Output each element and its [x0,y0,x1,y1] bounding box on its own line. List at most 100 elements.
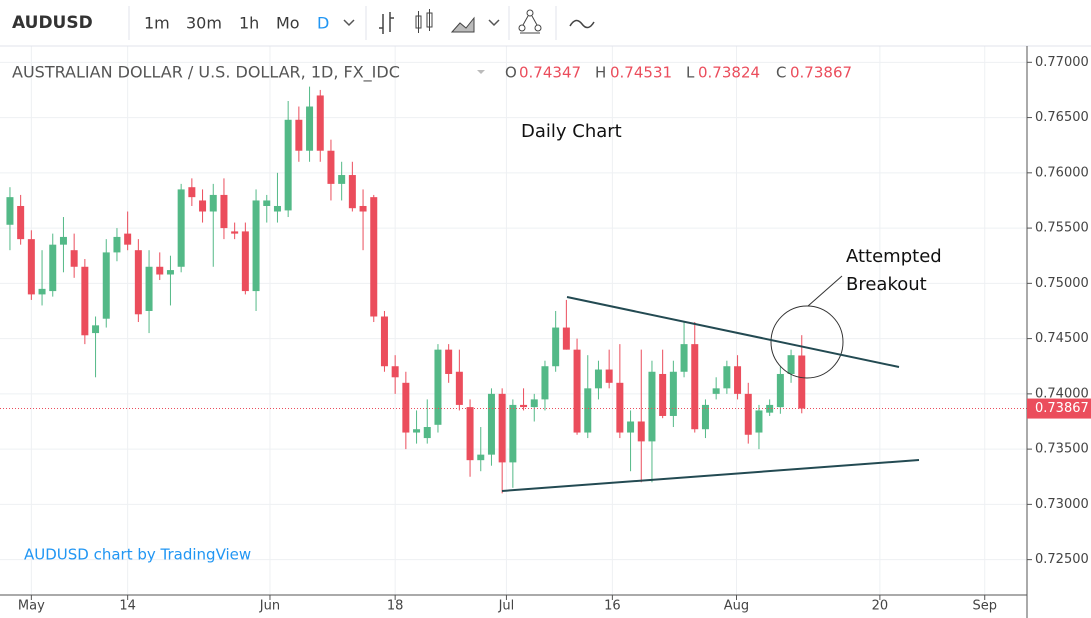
legend-key: C [776,64,786,82]
candle-body [338,175,346,184]
candle-body [295,119,303,151]
candle-body [509,404,517,463]
y-tick-label: 0.72500 [1035,552,1089,567]
candle-body [498,393,506,463]
candle-body [241,231,249,292]
candle-body [573,349,581,433]
candle-body [691,344,699,430]
candle-body [306,106,314,151]
last-price-tag [1027,398,1091,419]
candle-body [701,404,709,430]
annotation: Attempted [846,246,942,267]
candle-body [327,150,335,184]
candle-body [166,270,174,275]
candle-body [744,393,752,435]
candle-body [605,369,613,383]
last-price-label: 0.73867 [1035,401,1089,416]
candle-body [38,288,46,295]
interval[interactable]: 1m [144,14,170,33]
x-tick-label: Sep [972,599,997,614]
candle-body [423,427,431,439]
candles-icon[interactable] [415,9,433,33]
legend-key: H [595,64,606,82]
interval[interactable]: 1h [239,14,259,33]
legend-key: O [505,64,517,82]
trend-line [501,459,920,492]
candle-body [680,344,688,372]
candle-body [49,244,57,292]
candle-body [616,382,624,433]
candle-body [113,236,121,253]
y-tick-label: 0.74500 [1035,331,1089,346]
toolbar [0,0,1091,46]
candle-body [734,366,742,394]
candle-body [669,371,677,416]
candle-body [445,349,453,374]
candle-body [145,266,153,311]
legend-value: 0.73824 [698,64,760,82]
candle-body [134,250,142,315]
indicators-icon[interactable] [518,9,542,34]
candle-body [59,236,67,245]
callout-line [807,275,843,307]
trend-line [566,296,900,368]
candle-body [552,327,560,367]
interval[interactable]: Mo [276,14,300,33]
x-tick-label: 20 [872,599,889,614]
candle-body [648,371,656,442]
candle-body [220,194,228,229]
candle-body [156,266,164,275]
plot [0,86,1027,494]
grid [0,46,1027,595]
dropdown [477,70,485,74]
candle-body [637,421,645,442]
candle-body [70,250,78,267]
candle-body [370,197,378,317]
candle-body [766,404,774,413]
interval[interactable]: 30m [186,14,222,33]
dropdown[interactable] [343,19,355,27]
area-icon[interactable] [450,16,475,33]
candle-body [434,349,442,425]
candle-body [284,119,292,211]
y-tick-label: 0.75500 [1035,221,1089,236]
y-tick-label: 0.76000 [1035,165,1089,180]
y-tick-label: 0.76500 [1035,110,1089,125]
candle-body [477,454,485,461]
candle-body [27,239,35,295]
candle-body [723,366,731,389]
candle-body [92,325,100,334]
annotation: Daily Chart [521,121,622,142]
candle-body [712,388,720,394]
dropdown[interactable] [488,19,500,27]
interval[interactable]: D [317,14,329,33]
candle-body [487,393,495,455]
candle-body [199,200,207,212]
candle-body [520,404,528,408]
candle-body [798,355,806,409]
candle-body [659,373,667,416]
candle-body [594,369,602,389]
x-tick-label: Aug [724,599,749,614]
bars-icon[interactable] [379,12,394,34]
symbol[interactable]: AUDUSD [12,13,93,33]
candle-body [455,371,463,405]
annotation: Breakout [846,274,927,295]
candle-body [188,187,196,198]
x-tick-label: Jul [498,599,515,614]
candle-body [413,429,421,433]
candle-body [627,421,635,433]
candle-body [776,373,784,408]
y-tick-label: 0.74000 [1035,386,1089,401]
compare-icon[interactable] [569,19,595,29]
candle-body [6,197,14,225]
x-tick-label: May [18,599,45,614]
legend-value: 0.74531 [610,64,672,82]
candle-body [391,366,399,378]
x-tick-label: 18 [387,599,404,614]
candle-body [541,366,549,400]
candle-body [273,205,281,212]
x-tick-label: Jun [259,599,280,614]
